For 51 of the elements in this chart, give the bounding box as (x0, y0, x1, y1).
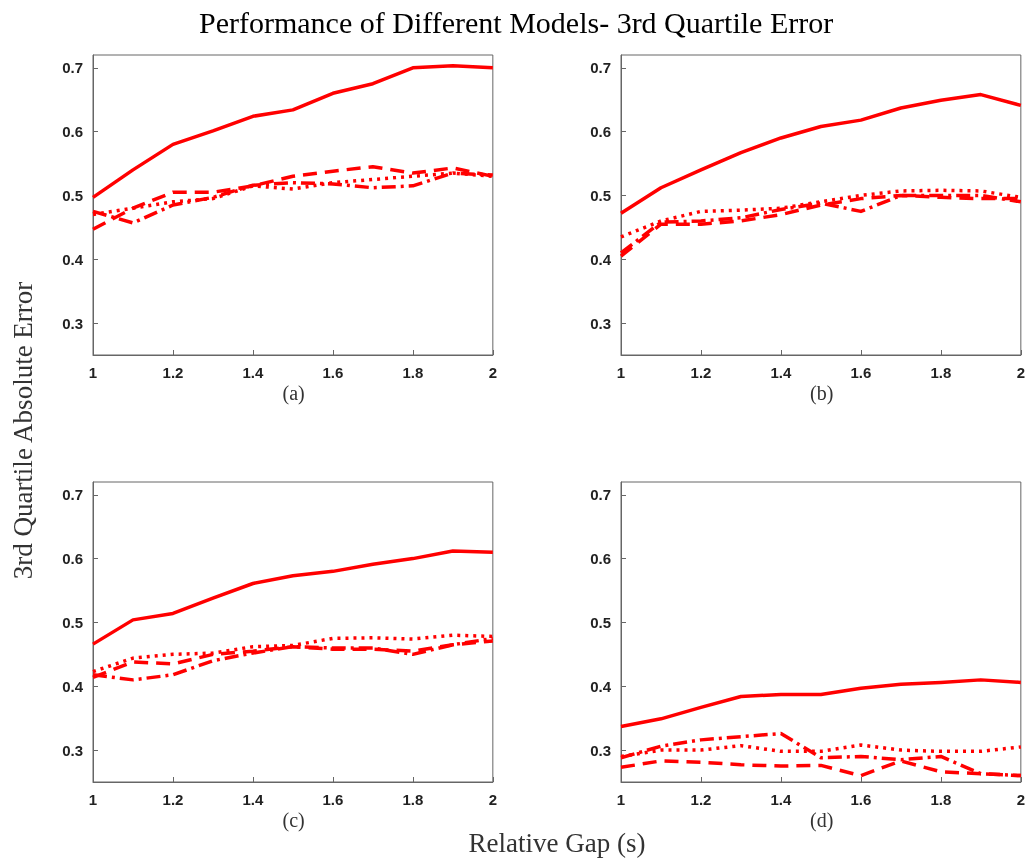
y-tick-label: 0.5 (590, 186, 611, 204)
x-tick-label: 1 (88, 364, 98, 381)
x-tick-label: 1 (616, 791, 626, 808)
y-tick-label: 0.3 (590, 741, 611, 759)
y-axis-title: 3rd Quartile Absolute Error (8, 281, 40, 579)
x-tick-label: 1.2 (690, 364, 712, 381)
y-tick-label: 0.5 (62, 613, 83, 631)
y-tick-label: 0.7 (62, 486, 83, 504)
x-tick-label: 1.6 (850, 364, 872, 381)
x-tick-label: 1 (88, 791, 98, 808)
x-axis-title: Relative Gap (s) (468, 828, 646, 859)
x-tick-label: 1.2 (162, 364, 184, 381)
x-tick-label: 1.8 (402, 791, 424, 808)
y-tick-label: 0.4 (590, 250, 612, 268)
x-tick-label: 1.4 (242, 364, 265, 381)
y-tick-label: 0.6 (62, 123, 83, 141)
y-tick-label: 0.7 (590, 59, 611, 77)
x-tick-label: 2 (488, 791, 497, 808)
x-tick-label: 1.4 (770, 364, 793, 381)
x-tick-label: 1.6 (322, 791, 344, 808)
y-tick-label: 0.3 (62, 314, 83, 332)
text: (c) (282, 809, 305, 832)
x-tick-label: 1.2 (162, 791, 184, 808)
y-tick-label: 0.4 (590, 677, 612, 695)
y-tick-label: 0.3 (62, 741, 83, 759)
x-tick-label: 1.6 (850, 791, 872, 808)
text: (a) (282, 382, 305, 405)
y-tick-label: 0.4 (62, 677, 84, 695)
x-tick-label: 1.8 (930, 791, 952, 808)
y-tick-label: 0.5 (62, 186, 83, 204)
text: (d) (810, 809, 834, 832)
x-tick-label: 1.4 (770, 791, 793, 808)
x-tick-label: 1.4 (242, 791, 265, 808)
x-tick-label: 2 (488, 364, 497, 381)
text: (b) (810, 382, 834, 405)
y-tick-label: 0.6 (62, 550, 83, 568)
y-tick-label: 0.6 (590, 123, 611, 141)
x-tick-label: 2 (1016, 364, 1025, 381)
x-tick-label: 2 (1016, 791, 1025, 808)
y-tick-label: 0.6 (590, 550, 611, 568)
x-tick-label: 1 (616, 364, 626, 381)
y-tick-label: 0.7 (590, 486, 611, 504)
y-tick-label: 0.3 (590, 314, 611, 332)
x-tick-label: 1.6 (322, 364, 344, 381)
y-tick-label: 0.7 (62, 59, 83, 77)
x-tick-label: 1.8 (930, 364, 952, 381)
y-tick-label: 0.5 (590, 613, 611, 631)
x-tick-label: 1.8 (402, 364, 424, 381)
y-tick-label: 0.4 (62, 250, 84, 268)
chart-title: Performance of Different Models- 3rd Quartile Error (199, 6, 834, 40)
x-tick-label: 1.2 (690, 791, 712, 808)
